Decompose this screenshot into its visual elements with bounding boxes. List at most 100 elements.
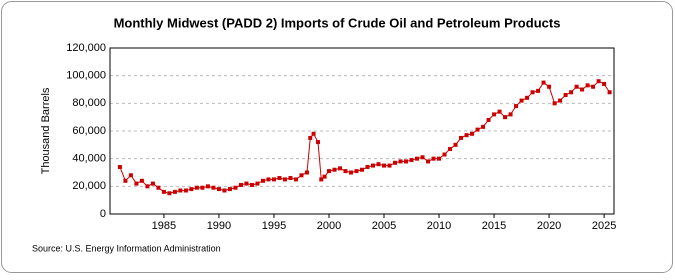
marker bbox=[304, 170, 309, 175]
marker bbox=[288, 176, 293, 181]
marker bbox=[293, 177, 298, 182]
marker bbox=[150, 181, 155, 186]
x-tick-label: 1985 bbox=[152, 220, 176, 232]
marker bbox=[343, 169, 348, 174]
y-tick-label: 20,000 bbox=[72, 180, 106, 192]
marker bbox=[139, 178, 144, 183]
marker bbox=[332, 167, 337, 172]
marker bbox=[167, 191, 172, 196]
marker bbox=[222, 188, 227, 193]
source: Source: U.S. Energy Information Administ… bbox=[32, 243, 221, 253]
x-tick-label: 2015 bbox=[482, 220, 506, 232]
marker bbox=[580, 87, 585, 92]
marker bbox=[387, 163, 392, 168]
marker bbox=[514, 104, 519, 109]
marker bbox=[415, 156, 420, 161]
marker bbox=[249, 182, 254, 187]
marker bbox=[525, 95, 530, 100]
marker bbox=[409, 158, 414, 163]
x-tick-label: 2025 bbox=[592, 220, 616, 232]
marker bbox=[308, 135, 313, 140]
marker bbox=[315, 140, 320, 145]
marker bbox=[255, 181, 260, 186]
marker bbox=[382, 163, 387, 168]
marker bbox=[541, 80, 546, 85]
marker bbox=[365, 164, 370, 169]
marker bbox=[360, 167, 364, 172]
marker bbox=[420, 155, 425, 160]
marker bbox=[311, 131, 316, 136]
marker bbox=[497, 109, 502, 114]
marker bbox=[337, 166, 342, 171]
marker bbox=[161, 189, 166, 194]
marker bbox=[585, 83, 590, 88]
marker bbox=[178, 188, 183, 193]
marker bbox=[233, 185, 238, 190]
y-tick-label: 120,000 bbox=[66, 42, 106, 54]
marker bbox=[277, 176, 282, 181]
marker bbox=[481, 124, 486, 129]
marker bbox=[244, 181, 249, 186]
marker bbox=[205, 184, 210, 189]
x-tick-label: 1995 bbox=[262, 220, 286, 232]
frame bbox=[1, 1, 673, 273]
marker bbox=[508, 112, 513, 117]
marker bbox=[271, 177, 276, 182]
marker bbox=[354, 169, 359, 174]
marker bbox=[602, 81, 607, 86]
y-tick-label: 40,000 bbox=[72, 153, 106, 165]
x-tick-label: 2010 bbox=[427, 220, 451, 232]
chart-title: Monthly Midwest (PADD 2) Imports of Crud… bbox=[114, 15, 561, 30]
plot-border bbox=[109, 47, 615, 215]
marker bbox=[404, 159, 409, 164]
marker bbox=[442, 152, 447, 157]
marker bbox=[128, 173, 133, 178]
marker bbox=[519, 98, 524, 103]
marker bbox=[123, 178, 128, 183]
marker bbox=[558, 98, 563, 103]
marker bbox=[319, 177, 324, 182]
marker bbox=[326, 169, 331, 174]
marker bbox=[453, 142, 458, 147]
marker bbox=[299, 173, 304, 178]
marker bbox=[156, 185, 161, 190]
marker bbox=[470, 131, 475, 136]
marker bbox=[189, 187, 194, 192]
y-tick-label: 100,000 bbox=[66, 70, 106, 82]
marker bbox=[376, 162, 381, 167]
marker bbox=[547, 84, 552, 89]
marker bbox=[348, 170, 353, 175]
marker bbox=[591, 84, 596, 89]
y-tick-label: 0 bbox=[100, 208, 106, 220]
marker bbox=[393, 160, 398, 165]
marker bbox=[282, 177, 287, 182]
marker bbox=[398, 159, 403, 164]
marker bbox=[216, 187, 221, 192]
marker bbox=[596, 79, 601, 84]
x-tick-label: 1990 bbox=[207, 220, 231, 232]
marker bbox=[503, 115, 508, 120]
x-tick-label: 2005 bbox=[372, 220, 396, 232]
marker bbox=[260, 178, 265, 183]
marker bbox=[448, 146, 453, 151]
marker bbox=[536, 88, 541, 93]
marker bbox=[563, 93, 568, 98]
marker bbox=[607, 90, 612, 95]
x-tick-label: 2000 bbox=[317, 220, 341, 232]
marker bbox=[117, 164, 122, 169]
x-tick-label: 2020 bbox=[537, 220, 561, 232]
y-tick-label: 60,000 bbox=[72, 125, 106, 137]
marker bbox=[530, 90, 535, 95]
marker bbox=[431, 156, 436, 161]
marker bbox=[200, 185, 205, 190]
y-tick-label: 80,000 bbox=[72, 97, 106, 109]
marker bbox=[464, 133, 469, 138]
y-axis-label: Thousand Barrels bbox=[40, 87, 52, 174]
marker bbox=[486, 117, 491, 122]
marker bbox=[238, 182, 243, 187]
marker bbox=[574, 84, 579, 89]
marker bbox=[426, 159, 431, 164]
marker bbox=[437, 156, 442, 161]
